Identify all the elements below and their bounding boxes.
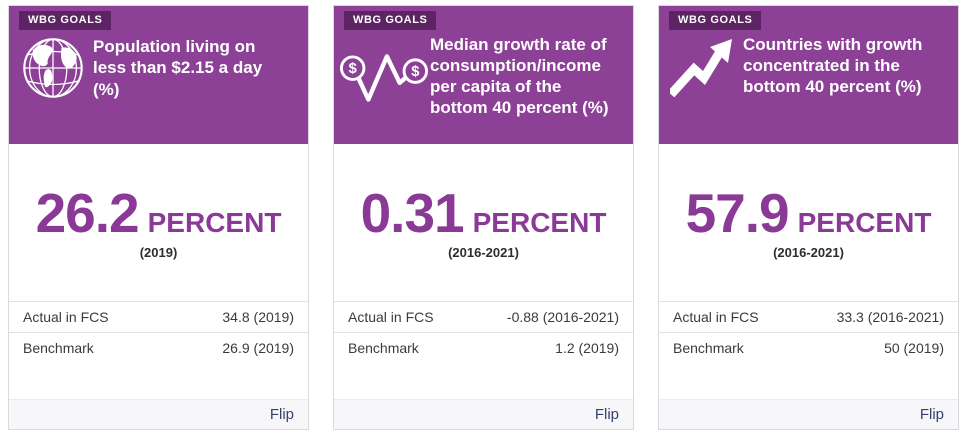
spacer <box>659 363 958 399</box>
card-header: WBG GOALS Countries with growth concentr… <box>659 6 958 144</box>
flip-button[interactable]: Flip <box>269 406 294 423</box>
actual-in-fcs-row: Actual in FCS -0.88 (2016-2021) <box>334 301 633 332</box>
stat-section: 26.2 PERCENT (2019) <box>9 144 308 301</box>
stat-section: 57.9 PERCENT (2016-2021) <box>659 144 958 301</box>
benchmark-row: Benchmark 26.9 (2019) <box>9 332 308 363</box>
stat-unit: PERCENT <box>147 206 282 238</box>
card-header: WBG GOALS Popul <box>9 6 308 144</box>
benchmark-row: Benchmark 50 (2019) <box>659 332 958 363</box>
card-header: WBG GOALS $ $ Median growth rate of cons… <box>334 6 633 144</box>
growth-arrow-icon <box>663 35 743 97</box>
spacer <box>9 363 308 399</box>
card-title: Countries with growth concentrated in th… <box>743 35 923 97</box>
row-label: Benchmark <box>673 340 744 356</box>
wbg-goals-badge: WBG GOALS <box>669 11 762 30</box>
wbg-goals-badge: WBG GOALS <box>344 11 437 30</box>
spacer <box>334 363 633 399</box>
flip-button[interactable]: Flip <box>919 406 944 423</box>
header-content: $ $ Median growth rate of consumption/in… <box>334 30 633 118</box>
stat-period: (2019) <box>139 244 178 260</box>
stat-period: (2016-2021) <box>773 244 844 260</box>
income-growth-icon: $ $ <box>338 43 430 109</box>
stat-value: 57.9 <box>685 181 790 244</box>
card-title: Median growth rate of consumption/income… <box>430 35 609 118</box>
stat-unit: PERCENT <box>797 206 932 238</box>
actual-in-fcs-row: Actual in FCS 34.8 (2019) <box>9 301 308 332</box>
stat-section: 0.31 PERCENT (2016-2021) <box>334 144 633 301</box>
actual-in-fcs-row: Actual in FCS 33.3 (2016-2021) <box>659 301 958 332</box>
card-footer: Flip <box>9 399 308 429</box>
row-value: 34.8 (2019) <box>222 309 294 325</box>
goal-card-poverty: WBG GOALS Popul <box>8 5 309 430</box>
row-label: Benchmark <box>348 340 419 356</box>
goal-card-shared-prosperity: WBG GOALS $ $ Median growth rate of cons… <box>333 5 634 430</box>
stat-value: 26.2 <box>35 181 140 244</box>
row-value: 50 (2019) <box>884 340 944 356</box>
card-footer: Flip <box>334 399 633 429</box>
stat-line: 57.9 PERCENT <box>686 185 932 241</box>
svg-text:$: $ <box>411 64 419 80</box>
card-title: Population living on less than $2.15 a d… <box>93 37 263 99</box>
stat-line: 26.2 PERCENT <box>36 185 282 241</box>
card-footer: Flip <box>659 399 958 429</box>
svg-text:$: $ <box>349 61 357 77</box>
stat-period: (2016-2021) <box>448 244 519 260</box>
header-content: Countries with growth concentrated in th… <box>659 30 958 97</box>
wbg-goals-badge: WBG GOALS <box>19 11 112 30</box>
row-label: Actual in FCS <box>23 309 109 325</box>
row-label: Actual in FCS <box>348 309 434 325</box>
benchmark-row: Benchmark 1.2 (2019) <box>334 332 633 363</box>
flip-button[interactable]: Flip <box>594 406 619 423</box>
header-content: Population living on less than $2.15 a d… <box>9 30 308 102</box>
globe-icon <box>13 34 93 102</box>
row-value: 26.9 (2019) <box>222 340 294 356</box>
row-label: Actual in FCS <box>673 309 759 325</box>
goal-card-growth-concentration: WBG GOALS Countries with growth concentr… <box>658 5 959 430</box>
stat-line: 0.31 PERCENT <box>361 185 607 241</box>
row-value: -0.88 (2016-2021) <box>506 309 619 325</box>
stat-value: 0.31 <box>360 181 465 244</box>
row-value: 1.2 (2019) <box>555 340 619 356</box>
stat-unit: PERCENT <box>472 206 607 238</box>
row-value: 33.3 (2016-2021) <box>836 309 944 325</box>
row-label: Benchmark <box>23 340 94 356</box>
